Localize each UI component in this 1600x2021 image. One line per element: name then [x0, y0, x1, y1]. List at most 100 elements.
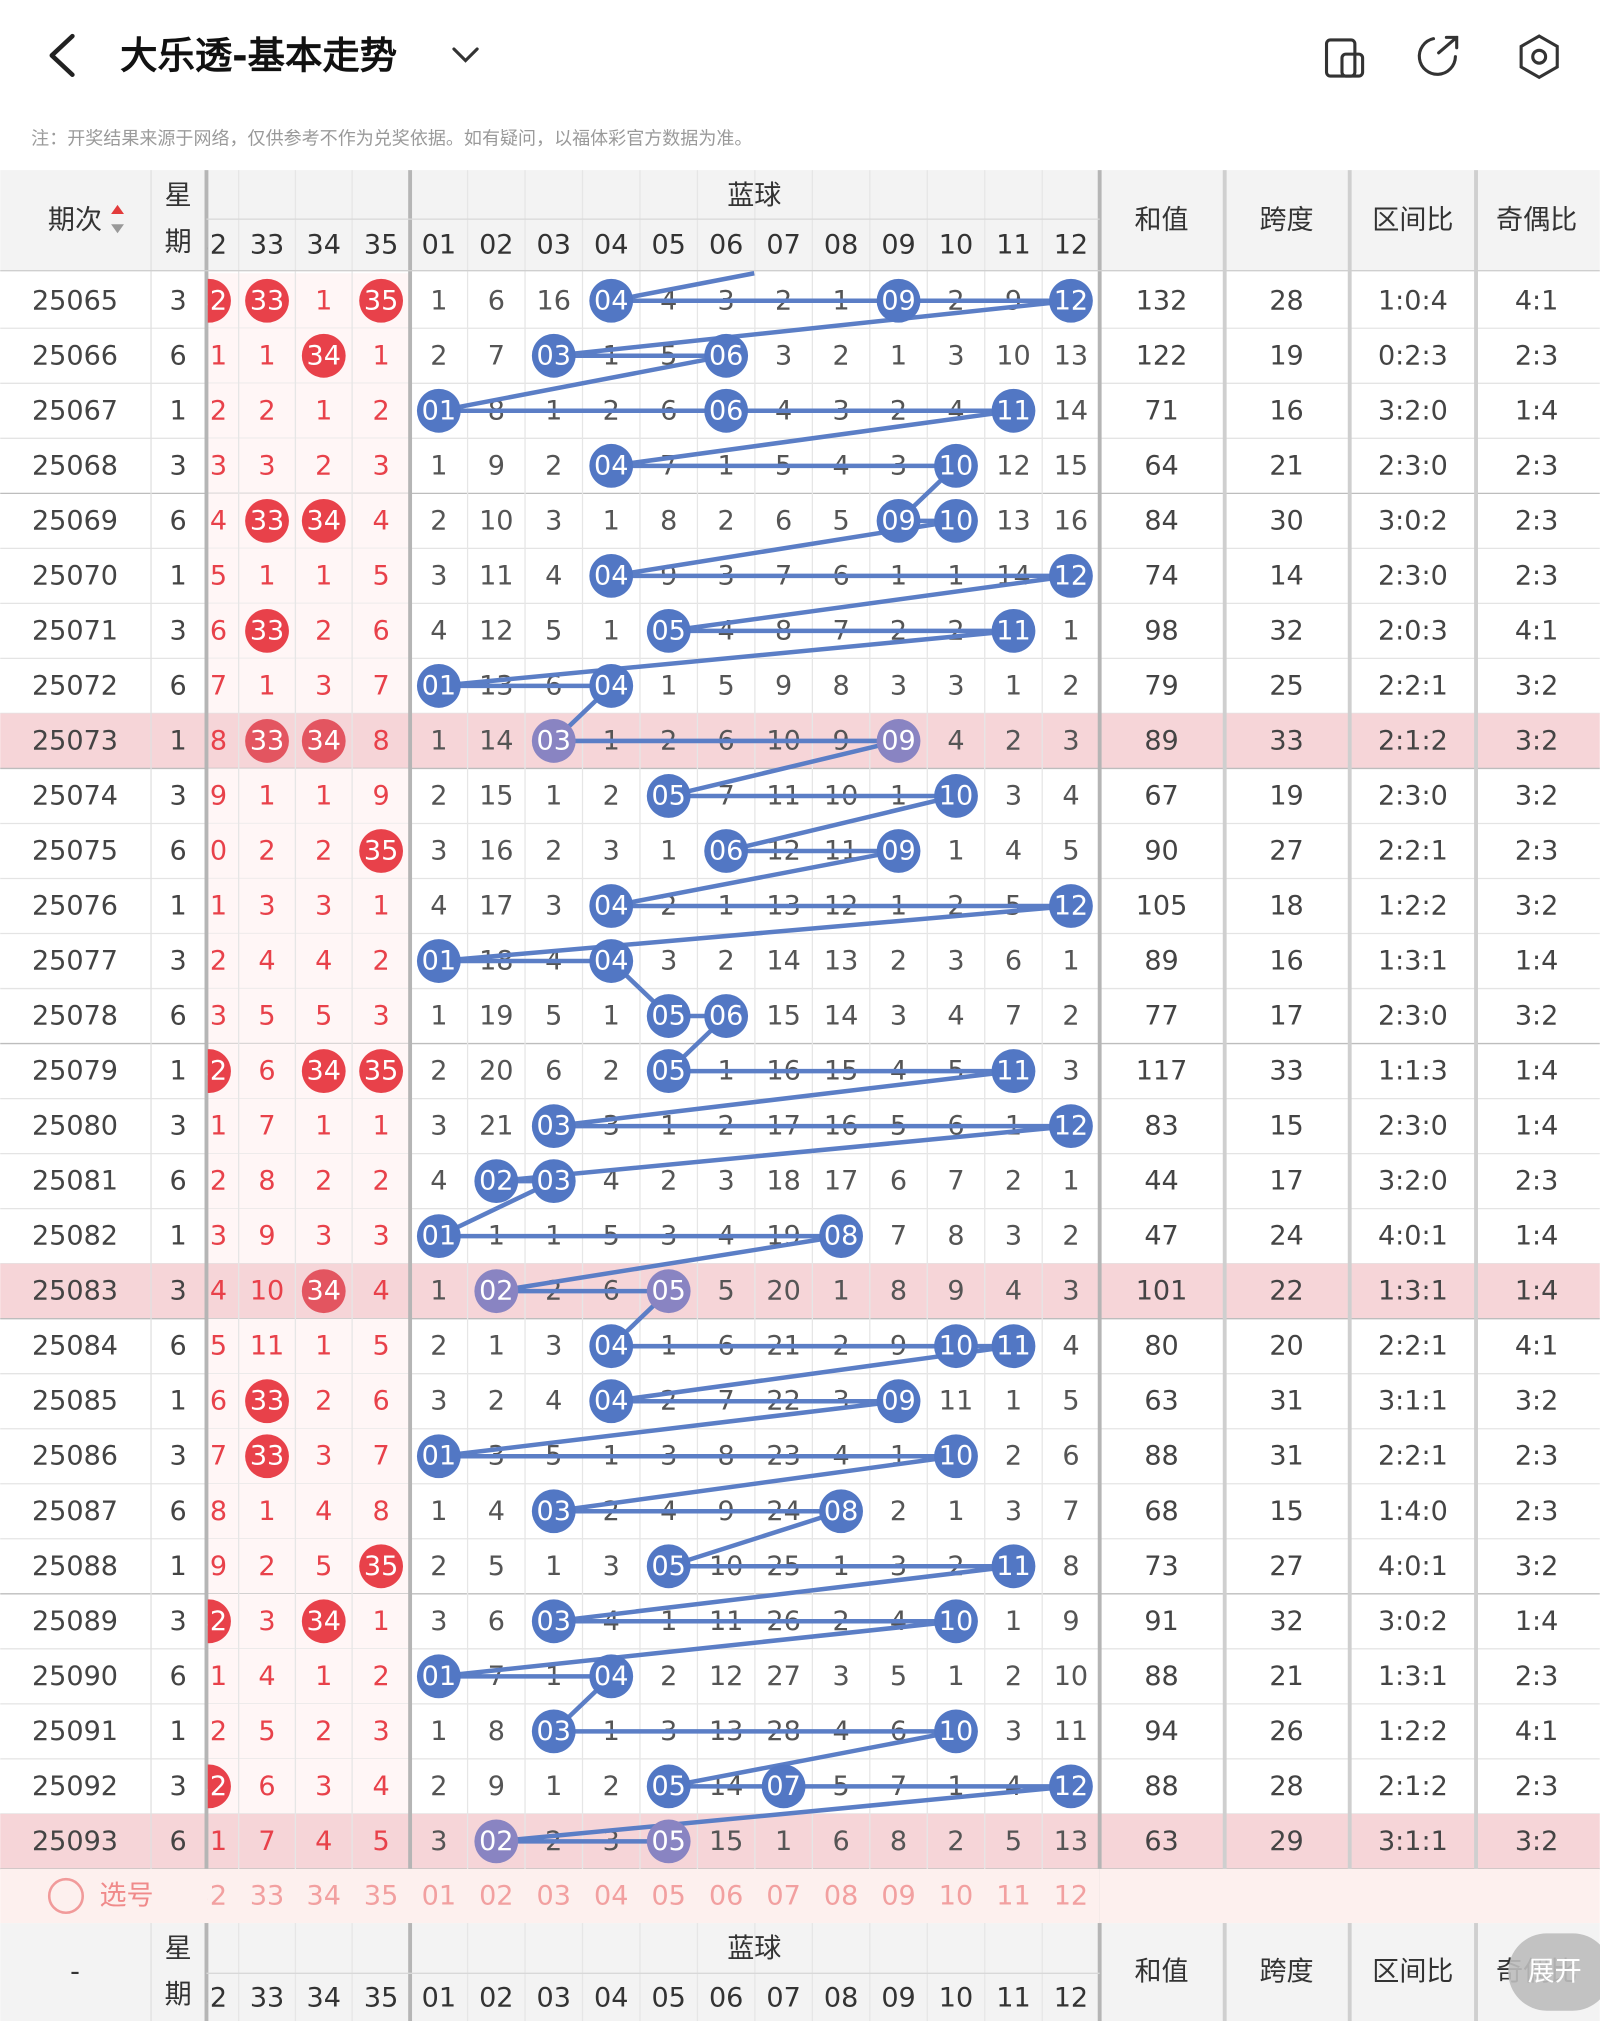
- expand-button[interactable]: [1508, 1933, 1600, 2011]
- blue-ball-number: 11: [996, 615, 1030, 646]
- blue-ball-number: 07: [766, 1771, 800, 1802]
- red-miss-count: 9: [210, 1551, 227, 1582]
- blue-miss-count: 2: [545, 835, 562, 866]
- red-miss-count: 4: [210, 1276, 227, 1307]
- stat-parity: 2:3: [1515, 1496, 1559, 1527]
- period: 25074: [32, 780, 118, 811]
- blue-ball: [531, 1159, 576, 1204]
- blue-miss-count: 3: [775, 340, 792, 371]
- red-miss-count: 5: [258, 1716, 275, 1747]
- stat-sum: 89: [1144, 946, 1178, 977]
- back-button[interactable]: [49, 33, 75, 78]
- blue-ball: [531, 719, 576, 763]
- select-blue-number[interactable]: 01: [422, 1880, 456, 1911]
- select-blue-number[interactable]: 12: [1054, 1880, 1088, 1911]
- weekday-header: 期: [165, 227, 192, 258]
- select-blue-number[interactable]: 10: [939, 1880, 973, 1911]
- stat-zone: 0:2:3: [1378, 340, 1448, 371]
- blue-ball: [991, 608, 1036, 653]
- select-blue-number[interactable]: 06: [709, 1880, 743, 1911]
- select-checkbox[interactable]: [47, 1877, 85, 1915]
- page-title: 大乐透-基本走势: [120, 33, 397, 77]
- stat-span: 15: [1269, 1111, 1303, 1142]
- red-miss-count: 5: [372, 1826, 389, 1857]
- period-header: 期次: [48, 205, 102, 236]
- red-ball-number: 35: [364, 1551, 398, 1582]
- red-miss-count: 3: [258, 450, 275, 481]
- red-ball: [301, 333, 346, 378]
- blue-miss-count: 3: [603, 835, 620, 866]
- stat-span: 33: [1269, 725, 1303, 756]
- blue-number-header: 07: [766, 229, 800, 260]
- select-blue-number[interactable]: 02: [479, 1880, 513, 1911]
- stat-sum: 90: [1144, 835, 1178, 866]
- red-miss-count: 1: [315, 560, 332, 591]
- red-miss-count: 8: [372, 725, 389, 756]
- stat-span: 19: [1269, 780, 1303, 811]
- blue-ball-number: 03: [537, 1111, 571, 1142]
- select-blue-number[interactable]: 07: [766, 1880, 800, 1911]
- share-icon[interactable]: [1417, 35, 1459, 76]
- blue-ball-number: 01: [422, 395, 456, 426]
- sort-up[interactable]: [111, 204, 124, 214]
- stat-span: 27: [1269, 1551, 1303, 1582]
- select-red-number[interactable]: 32: [193, 1880, 227, 1911]
- blue-miss-count: 17: [479, 891, 513, 922]
- settings-icon[interactable]: [1519, 34, 1559, 80]
- weekday: 6: [169, 1826, 186, 1857]
- red-miss-count: 2: [372, 946, 389, 977]
- blue-miss-count: 10: [1054, 1661, 1088, 1692]
- blue-number-header: 11: [996, 229, 1030, 260]
- select-blue-number[interactable]: 03: [537, 1880, 571, 1911]
- red-miss-count: 1: [315, 395, 332, 426]
- select-red-number[interactable]: 33: [250, 1880, 284, 1911]
- red-miss-count: 5: [258, 1001, 275, 1032]
- blue-miss-count: 3: [1062, 1056, 1079, 1087]
- blue-ball: [589, 664, 634, 708]
- weekday: 6: [169, 835, 186, 866]
- red-miss-count: 2: [258, 835, 275, 866]
- layout-icon[interactable]: [1324, 38, 1365, 78]
- blue-ball-number: 10: [939, 1716, 973, 1747]
- period: 25080: [32, 1111, 118, 1142]
- blue-ball-number: 05: [651, 1276, 685, 1307]
- blue-ball-number: 11: [996, 395, 1030, 426]
- select-blue-number[interactable]: 04: [594, 1880, 628, 1911]
- stat-parity: 2:3: [1515, 560, 1559, 591]
- stat-sum: 88: [1144, 1661, 1178, 1692]
- stat-header: 区间比: [1372, 1957, 1453, 1988]
- red-miss-count: 1: [315, 1111, 332, 1142]
- red-miss-count: 4: [372, 505, 389, 536]
- stat-sum: 122: [1136, 340, 1188, 371]
- blue-miss-count: 6: [1005, 946, 1022, 977]
- blue-miss-count: 17: [824, 1166, 858, 1197]
- blue-ball-number: 01: [422, 670, 456, 701]
- blue-miss-count: 5: [718, 1276, 735, 1307]
- stat-sum: 88: [1144, 1771, 1178, 1802]
- stat-sum: 132: [1136, 285, 1188, 316]
- blue-ball: [416, 388, 461, 433]
- blue-miss-count: 1: [430, 285, 447, 316]
- select-blue-number[interactable]: 05: [651, 1880, 685, 1911]
- blue-miss-count: 4: [430, 615, 447, 646]
- blue-miss-count: 8: [1062, 1551, 1079, 1582]
- red-miss-count: 7: [258, 1111, 275, 1142]
- red-number-header: 32: [193, 1982, 227, 2013]
- stat-span: 26: [1269, 1716, 1303, 1747]
- blue-miss-count: 2: [545, 450, 562, 481]
- select-blue-number[interactable]: 11: [996, 1880, 1030, 1911]
- select-red-number[interactable]: 34: [307, 1880, 341, 1911]
- weekday: 6: [169, 1661, 186, 1692]
- stat-parity: 2:3: [1515, 450, 1559, 481]
- period: 25085: [32, 1386, 118, 1417]
- title-dropdown[interactable]: [452, 47, 479, 63]
- blue-miss-count: 1: [545, 1771, 562, 1802]
- select-red-number[interactable]: 35: [364, 1880, 398, 1911]
- stat-zone: 1:4:0: [1378, 1496, 1448, 1527]
- blue-ball-number: 03: [537, 1166, 571, 1197]
- blue-miss-count: 16: [1054, 505, 1088, 536]
- select-blue-number[interactable]: 09: [881, 1880, 915, 1911]
- blue-ball-number: 10: [939, 505, 973, 536]
- select-blue-number[interactable]: 08: [824, 1880, 858, 1911]
- stat-sum: 71: [1144, 395, 1178, 426]
